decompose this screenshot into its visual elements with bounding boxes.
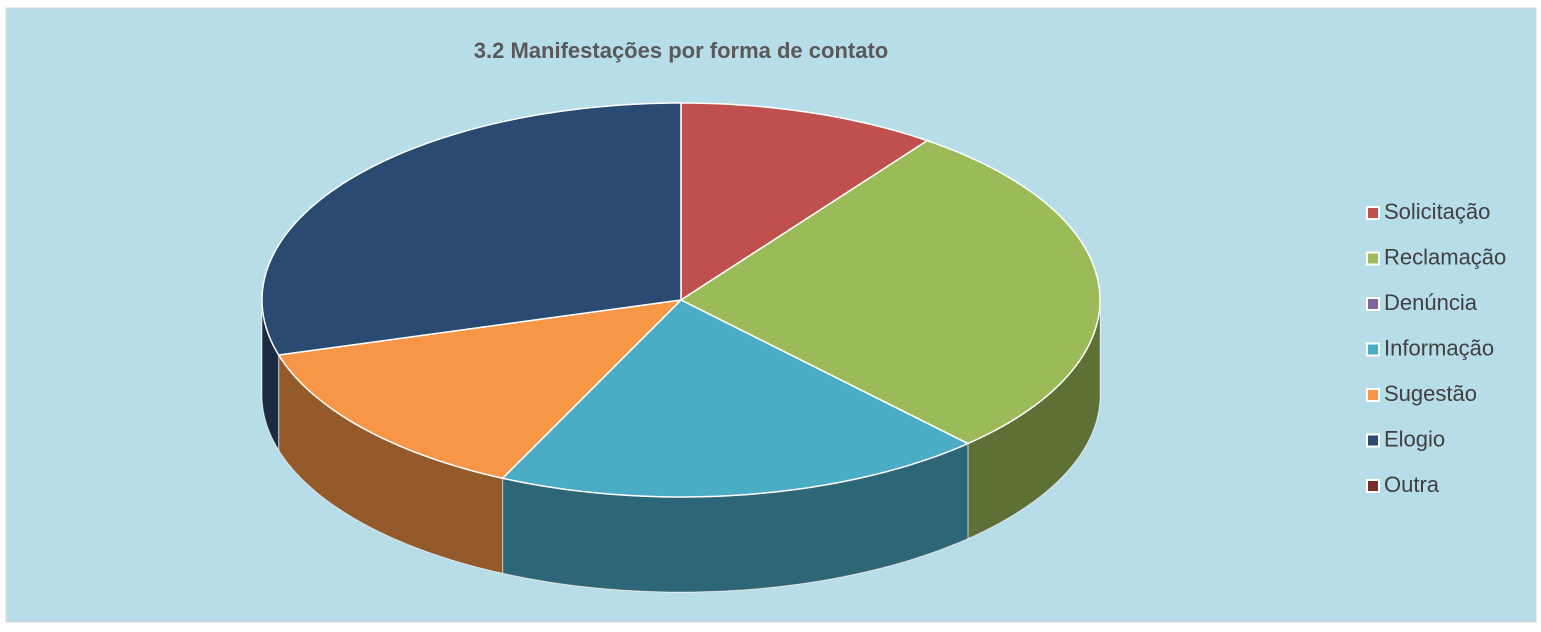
chart-title: 3.2 Manifestações por forma de contato xyxy=(474,38,888,63)
legend-label: Elogio xyxy=(1384,426,1445,451)
legend-label: Sugestão xyxy=(1384,381,1477,406)
legend-swatch xyxy=(1366,342,1380,357)
legend-swatch xyxy=(1366,433,1380,448)
slice xyxy=(679,139,1101,445)
slice xyxy=(277,298,684,480)
legend-swatch xyxy=(1366,206,1380,220)
legend-label: Informação xyxy=(1384,335,1494,360)
legend-swatch xyxy=(1366,388,1380,402)
legend-label: Denúncia xyxy=(1384,290,1478,315)
legend-label: Outra xyxy=(1384,472,1440,497)
legend-swatch xyxy=(1366,251,1380,266)
slice xyxy=(680,102,929,302)
legend-swatch xyxy=(1366,297,1380,311)
slice-side-shade xyxy=(502,443,968,592)
legend-swatch xyxy=(1366,479,1380,493)
slice xyxy=(501,299,970,498)
slice xyxy=(261,102,682,356)
legend-label: Solicitação xyxy=(1384,199,1490,224)
slice-side-shade xyxy=(262,300,279,450)
slice-side-shade xyxy=(278,354,503,574)
legend-label: Reclamação xyxy=(1384,244,1506,269)
slice-side-shade xyxy=(967,300,1100,539)
